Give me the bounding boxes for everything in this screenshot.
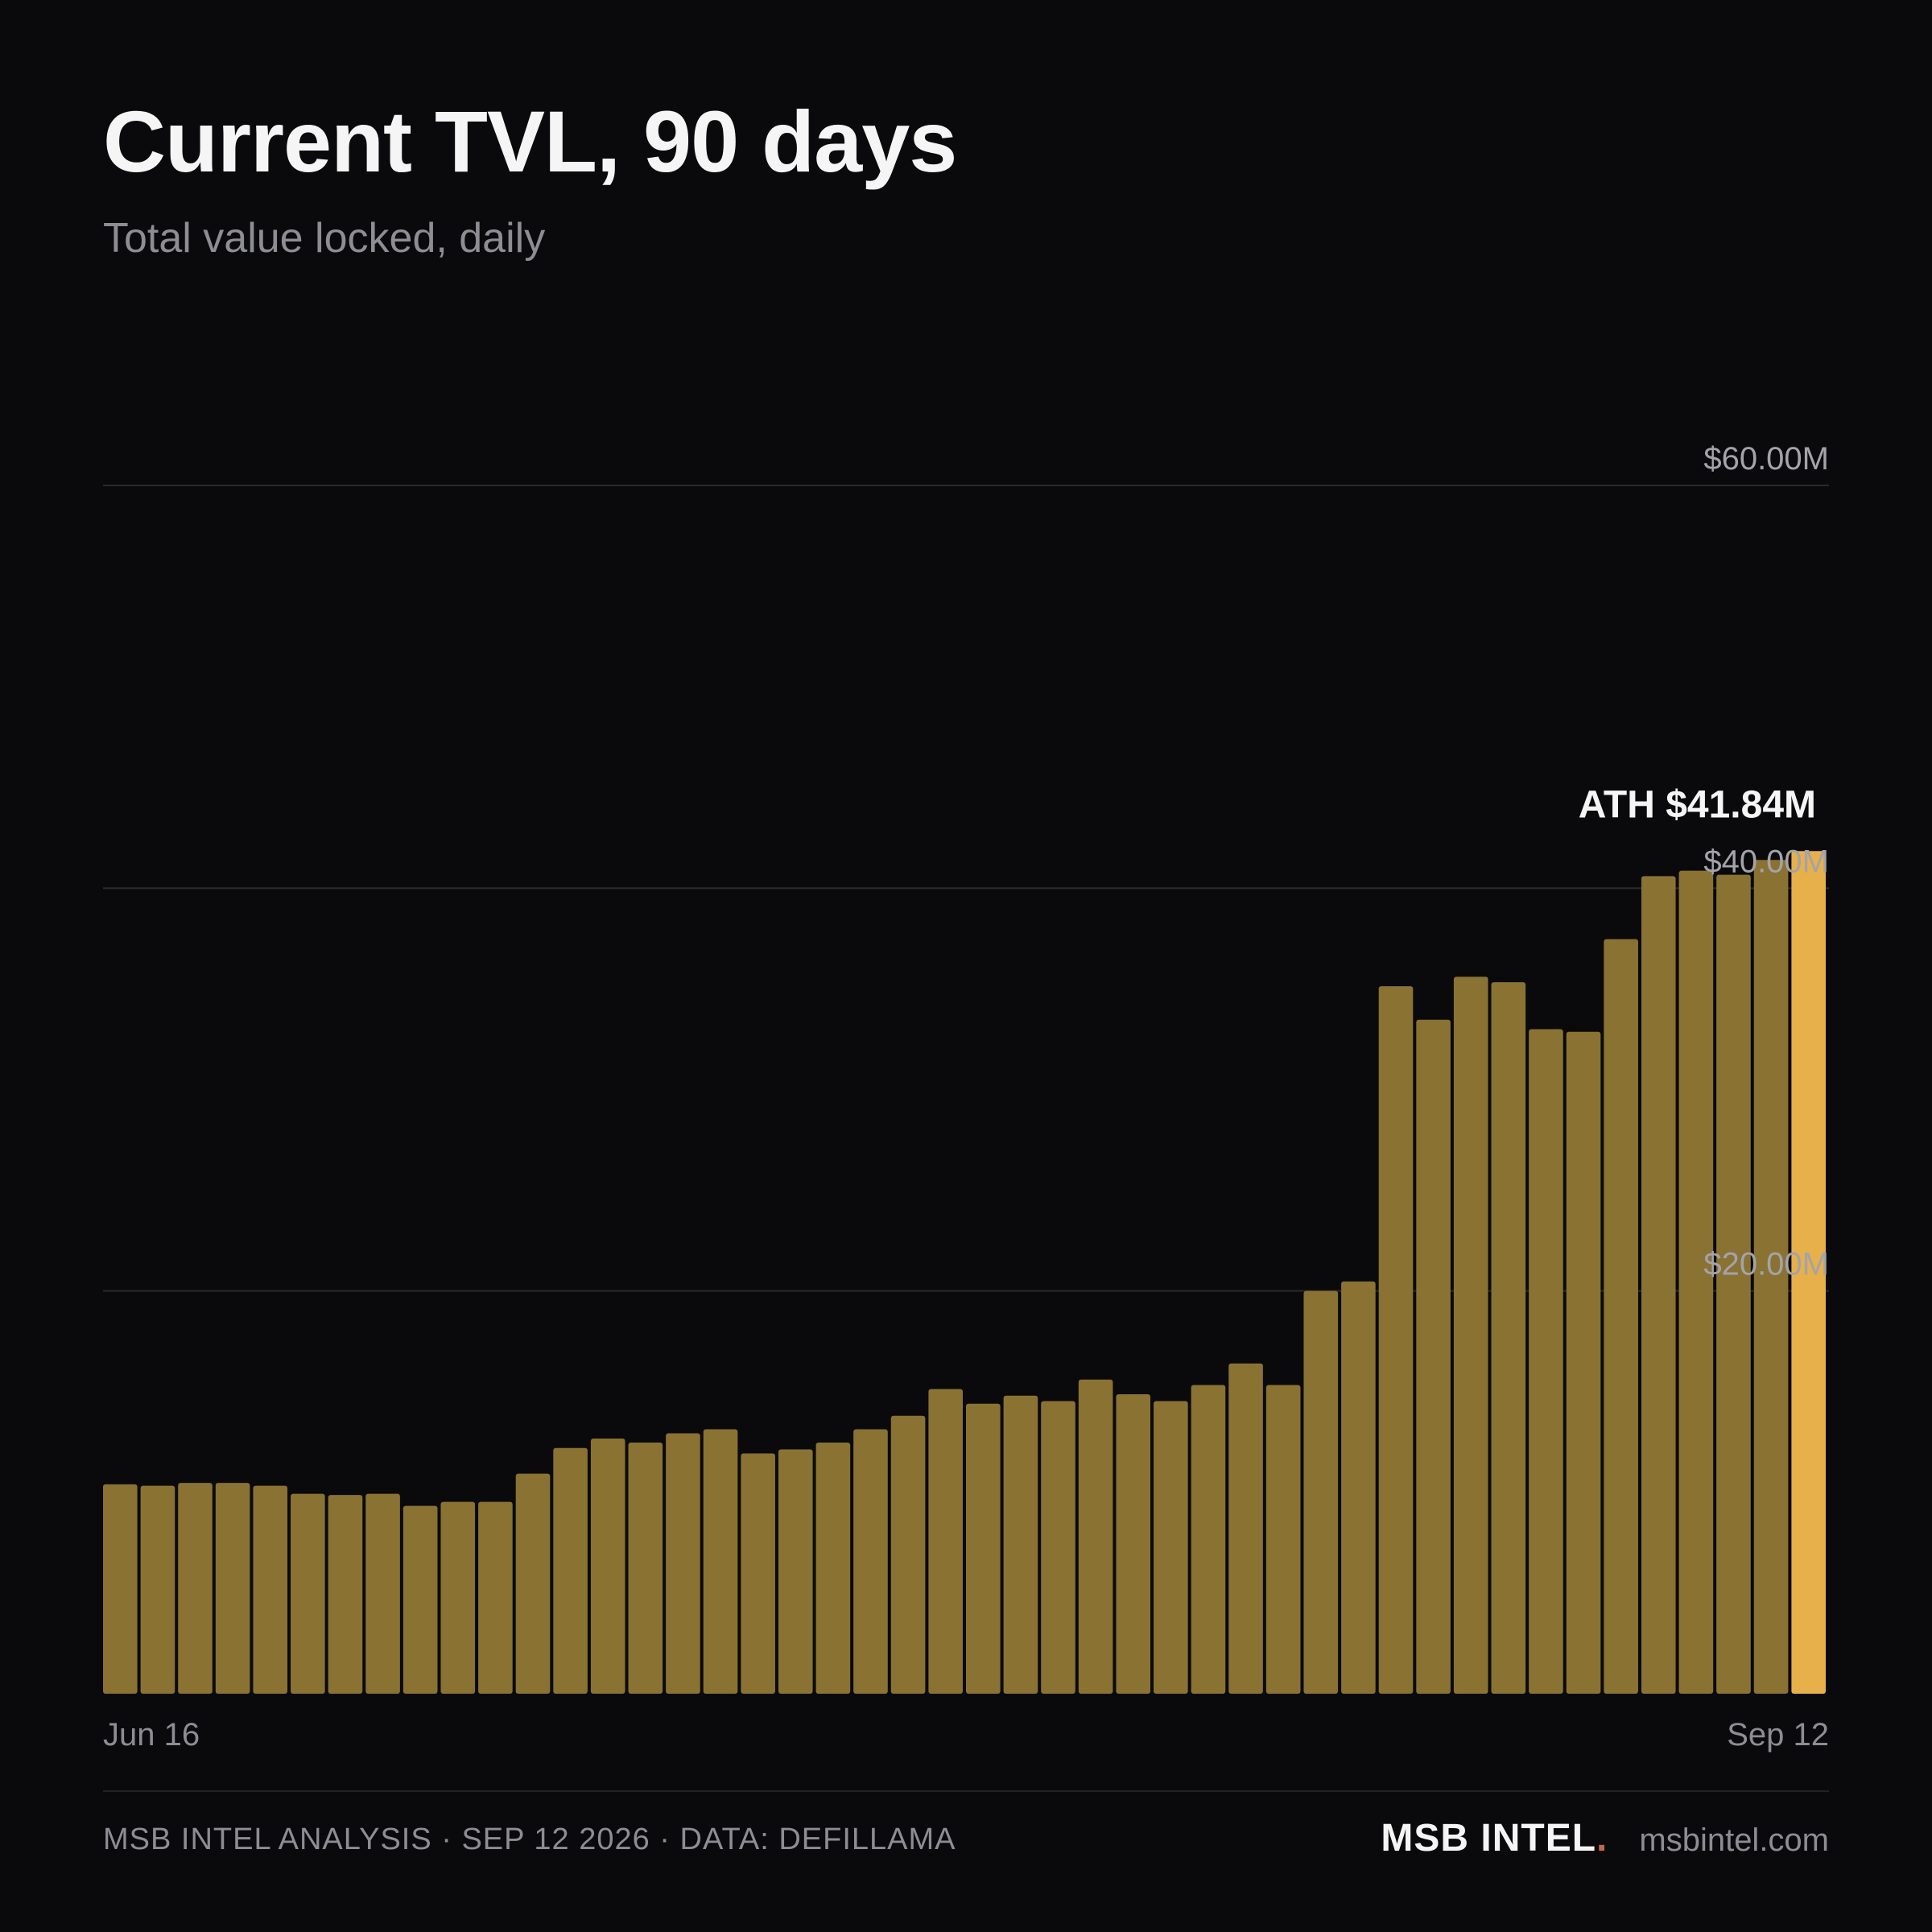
bar (1416, 1019, 1451, 1694)
ath-annotation: ATH $41.84M (1579, 783, 1816, 826)
footer-divider (103, 1790, 1829, 1792)
bar (1566, 1031, 1601, 1694)
bar (778, 1449, 813, 1694)
bar (1154, 1401, 1188, 1694)
bar (703, 1429, 738, 1694)
x-tick-labels: Jun 16 Sep 12 (103, 1717, 1829, 1752)
y-tick-label: $60.00M (1703, 441, 1829, 477)
bar (178, 1483, 213, 1694)
bar (928, 1389, 963, 1694)
bar (553, 1447, 588, 1694)
bar (1265, 1385, 1301, 1694)
chart-title: Current TVL, 90 days (103, 93, 957, 190)
bar (328, 1495, 363, 1694)
footer-credits: MSB INTEL ANALYSIS · SEP 12 2026 · DATA:… (103, 1823, 956, 1856)
bar (215, 1483, 250, 1694)
bar (666, 1433, 700, 1694)
bar (253, 1485, 288, 1694)
bar (741, 1453, 775, 1694)
bar (590, 1439, 625, 1694)
x-tick-label: Jun 16 (103, 1717, 200, 1752)
bar (365, 1493, 400, 1694)
bar (1529, 1029, 1563, 1694)
site-link[interactable]: msbintel.com (1639, 1823, 1829, 1858)
bar (815, 1443, 851, 1694)
bar (1716, 874, 1751, 1694)
x-tick-label: Sep 12 (1727, 1717, 1829, 1752)
footer-brand-block: MSB INTEL . msbintel.com (1381, 1819, 1829, 1858)
bar (853, 1429, 888, 1694)
bar (890, 1415, 926, 1694)
bar (1491, 982, 1526, 1694)
bar (1041, 1401, 1075, 1694)
bar (966, 1403, 1001, 1694)
bar (1753, 860, 1789, 1694)
bar (628, 1443, 663, 1694)
tvl-bar-chart: $20.00M $40.00M $60.00M Jun 16 Sep 12 ATH $… (103, 441, 1829, 1752)
bar (140, 1485, 175, 1694)
brand-dot: . (1596, 1817, 1608, 1860)
bar (1378, 986, 1414, 1694)
bar (1453, 976, 1488, 1694)
brand-logo: MSB INTEL (1381, 1817, 1597, 1860)
bar (515, 1473, 551, 1694)
bar (1003, 1395, 1038, 1694)
y-tick-label: $40.00M (1703, 844, 1829, 879)
bar (1228, 1363, 1263, 1694)
bar (1641, 876, 1676, 1694)
y-tick-label: $20.00M (1703, 1247, 1829, 1282)
bar (103, 1484, 138, 1694)
chart-subtitle: Total value locked, daily (103, 215, 546, 262)
bar (1678, 870, 1714, 1694)
bar-highlight (1791, 851, 1826, 1694)
bar (478, 1501, 513, 1694)
bar (291, 1493, 325, 1694)
bar (1303, 1290, 1339, 1694)
bar (1116, 1394, 1151, 1694)
bar (1191, 1385, 1226, 1694)
bars (103, 851, 1826, 1694)
bar (1078, 1379, 1113, 1694)
bar (1341, 1281, 1376, 1694)
bar (402, 1505, 438, 1694)
bar (440, 1501, 476, 1694)
bar (1604, 939, 1638, 1694)
y-tick-labels: $20.00M $40.00M $60.00M (1703, 441, 1829, 1282)
